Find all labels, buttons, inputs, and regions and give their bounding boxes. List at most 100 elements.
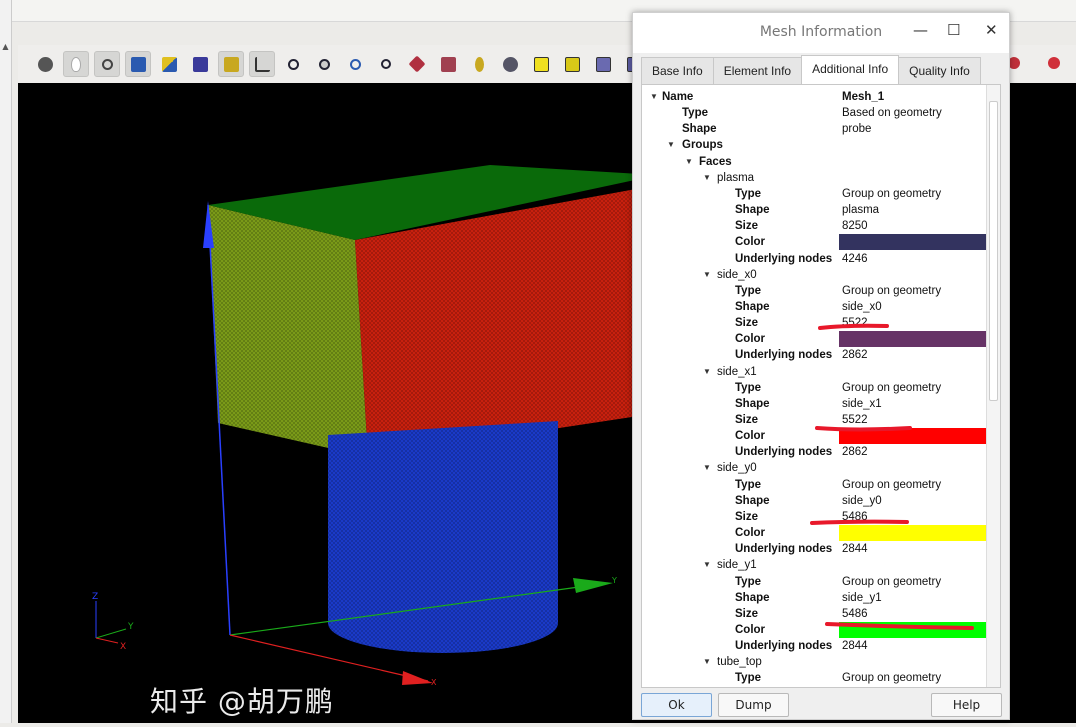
tree-value: plasma (842, 204, 880, 217)
plasma-top-face (208, 165, 658, 240)
front-view-icon[interactable] (528, 51, 554, 77)
trihedron-button[interactable] (249, 51, 275, 77)
tree-key: Groups (682, 139, 723, 152)
tree-row[interactable]: Color (642, 428, 987, 445)
tree-row[interactable]: Shape side_x1 (642, 396, 987, 412)
tab-additional-info[interactable]: Additional Info (801, 55, 900, 84)
tree-row[interactable]: Size 5522 (642, 412, 987, 428)
close-button[interactable]: ✕ (985, 21, 998, 39)
tree-row[interactable]: Shape side_y0 (642, 493, 987, 509)
selection-mode-volume-button[interactable] (218, 51, 244, 77)
fit-selection-icon[interactable] (342, 51, 368, 77)
mesh-information-dialog: Mesh Information — ☐ ✕ Base Info Element… (632, 12, 1010, 720)
tree-key: Shape (735, 300, 770, 313)
tree-row[interactable]: Shape side_y1 (642, 590, 987, 606)
tree-row[interactable]: Color (642, 234, 987, 251)
tree-row[interactable]: Size 5486 (642, 509, 987, 525)
maximize-button[interactable]: ☐ (947, 21, 961, 39)
tree-row[interactable]: Color (642, 621, 987, 638)
ok-button[interactable]: Ok (641, 693, 712, 717)
tree-key: Shape (682, 123, 717, 136)
top-view-icon[interactable] (590, 51, 616, 77)
expand-arrow-icon[interactable]: ▼ (703, 560, 711, 570)
tree-row[interactable]: Type Group on geometry (642, 574, 987, 590)
tree-key: Underlying nodes (735, 446, 833, 459)
fit-area-icon[interactable] (311, 51, 337, 77)
minimize-button[interactable]: — (913, 21, 928, 39)
tree-row[interactable]: Underlying nodes 2844 (642, 638, 987, 654)
tree-row[interactable]: ▼ Name Mesh_1 (642, 89, 987, 105)
tree-row[interactable]: Underlying nodes 2844 (642, 541, 987, 557)
tree-row[interactable]: Shape probe (642, 121, 987, 137)
tree-row[interactable]: ▼ side_x0 (642, 267, 987, 283)
tree-row[interactable]: Size 5522 (642, 315, 987, 331)
tree-row[interactable]: ▼ side_y0 (642, 460, 987, 476)
rotation-point-icon[interactable] (466, 51, 492, 77)
selection-mode-node-button[interactable] (125, 51, 151, 77)
tree-row[interactable]: Type Group on geometry (642, 186, 987, 202)
tree-row[interactable]: Shape plasma (642, 202, 987, 218)
selection-mode-edge-button[interactable] (156, 51, 182, 77)
expand-arrow-icon[interactable]: ▼ (703, 269, 711, 279)
tree-value: Group on geometry (842, 672, 942, 685)
expand-arrow-icon[interactable]: ▼ (703, 463, 711, 473)
dump-view-button[interactable] (32, 51, 58, 77)
fit-all-icon[interactable] (280, 51, 306, 77)
tree-row[interactable]: ▼ plasma (642, 170, 987, 186)
scroll-up-icon[interactable]: ▲ (2, 42, 9, 51)
tree-row[interactable]: ▼ tube_top (642, 654, 987, 670)
tree-key: Color (735, 236, 766, 249)
tab-element-info[interactable]: Element Info (712, 57, 803, 84)
tree-row[interactable]: Shape side_x0 (642, 299, 987, 315)
expand-arrow-icon[interactable]: ▼ (703, 366, 711, 376)
tree-row[interactable]: Type Based on geometry (642, 105, 987, 121)
tree-row[interactable]: ▼ side_y1 (642, 557, 987, 573)
expand-arrow-icon[interactable]: ▼ (703, 657, 711, 667)
tree-row[interactable]: Underlying nodes 2862 (642, 444, 987, 460)
scrollbar-thumb[interactable] (989, 101, 998, 401)
zoom-window-button[interactable] (94, 51, 120, 77)
record-icon[interactable] (1008, 57, 1020, 69)
tab-bar: Base Info Element Info Additional Info Q… (641, 55, 981, 84)
expand-arrow-icon[interactable]: ▼ (703, 172, 711, 182)
stop-record-icon[interactable] (1048, 57, 1060, 69)
x-axis-label: X (431, 678, 437, 687)
expand-arrow-icon[interactable]: ▼ (650, 92, 658, 101)
tree-key: Name (662, 91, 694, 103)
tree-row[interactable]: Underlying nodes 4246 (642, 251, 987, 267)
tree-row[interactable]: ▼ Faces (642, 154, 987, 170)
zoom-icon[interactable] (373, 51, 399, 77)
tree-row[interactable]: Type Group on geometry (642, 670, 987, 686)
tree-row[interactable]: ▼ side_x1 (642, 364, 987, 380)
global-pan-icon[interactable] (435, 51, 461, 77)
expand-arrow-icon[interactable]: ▼ (685, 156, 693, 166)
tree-value: side_x0 (842, 300, 882, 313)
tree-row[interactable]: Type Group on geometry (642, 283, 987, 299)
tree-row[interactable]: Color (642, 525, 987, 542)
tree-value: Group on geometry (842, 478, 942, 491)
tree-row[interactable]: Color (642, 331, 987, 348)
selection-mode-face-button[interactable] (187, 51, 213, 77)
tree-row[interactable]: Size 5486 (642, 606, 987, 622)
back-view-icon[interactable] (559, 51, 585, 77)
pan-icon[interactable] (404, 51, 430, 77)
tree-scrollbar[interactable] (986, 85, 1000, 687)
tree-value: probe (842, 123, 872, 136)
rotate-icon[interactable] (497, 51, 523, 77)
mouse-interaction-button[interactable] (63, 51, 89, 77)
tree-value: side_y1 (842, 591, 882, 604)
tree-row[interactable]: Type Group on geometry (642, 477, 987, 493)
dialog-titlebar: Mesh Information — ☐ ✕ (633, 13, 1009, 53)
tree-key: Size (735, 220, 759, 233)
tree-value: side_y0 (842, 494, 882, 507)
expand-arrow-icon[interactable]: ▼ (667, 140, 675, 150)
tab-base-info[interactable]: Base Info (641, 57, 714, 84)
left-scrollbar[interactable]: ▲ (0, 0, 12, 723)
tab-quality-info[interactable]: Quality Info (898, 57, 981, 84)
tree-row[interactable]: ▼ Groups (642, 137, 987, 153)
tree-row[interactable]: Size 8250 (642, 218, 987, 234)
help-button[interactable]: Help (931, 693, 1002, 717)
tree-row[interactable]: Type Group on geometry (642, 380, 987, 396)
dump-button[interactable]: Dump (718, 693, 789, 717)
tree-row[interactable]: Underlying nodes 2862 (642, 347, 987, 363)
